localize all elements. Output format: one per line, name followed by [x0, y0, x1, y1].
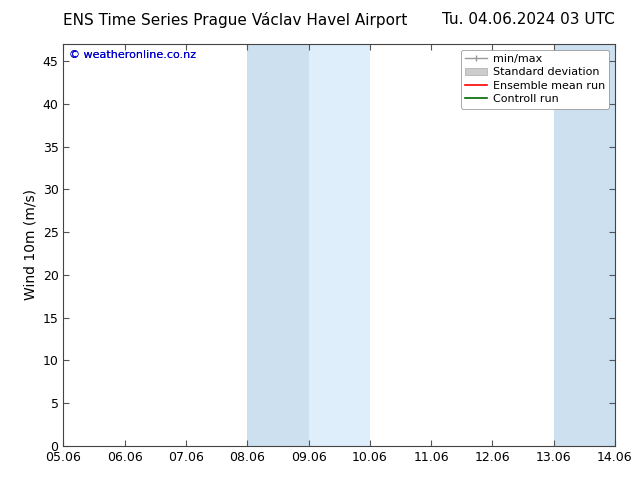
- Y-axis label: Wind 10m (m/s): Wind 10m (m/s): [23, 190, 37, 300]
- Bar: [615, 44, 634, 446]
- Text: Tu. 04.06.2024 03 UTC: Tu. 04.06.2024 03 UTC: [443, 12, 615, 27]
- Bar: [247, 44, 309, 446]
- Bar: [553, 44, 615, 446]
- Text: © weatheronline.co.nz: © weatheronline.co.nz: [69, 50, 196, 60]
- Legend: min/max, Standard deviation, Ensemble mean run, Controll run: min/max, Standard deviation, Ensemble me…: [460, 49, 609, 109]
- Bar: [309, 44, 370, 446]
- Text: ENS Time Series Prague Václav Havel Airport: ENS Time Series Prague Václav Havel Airp…: [63, 12, 408, 28]
- Text: © weatheronline.co.nz: © weatheronline.co.nz: [69, 50, 196, 60]
